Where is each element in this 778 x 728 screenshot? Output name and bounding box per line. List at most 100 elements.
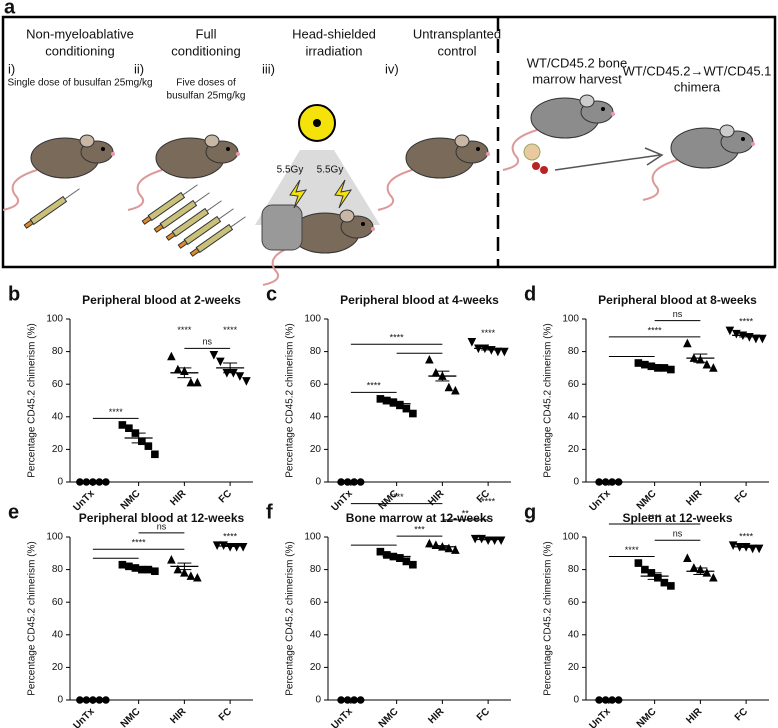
y-tick-label: 0 — [573, 477, 579, 488]
step-numeral: i) — [8, 61, 15, 76]
x-tick-label: UnTx — [329, 488, 355, 514]
step-detail: Five doses of — [176, 78, 236, 89]
point — [125, 424, 133, 433]
point — [376, 547, 385, 556]
point — [138, 437, 146, 446]
panel-label: c — [266, 283, 277, 305]
significance-label: **** — [648, 325, 663, 335]
y-tick-label: 60 — [52, 597, 64, 608]
bolt — [334, 179, 353, 209]
point — [451, 385, 460, 395]
point — [431, 367, 441, 377]
point — [144, 442, 153, 450]
point — [193, 377, 202, 387]
point — [728, 541, 738, 550]
y-tick-label: 100 — [304, 314, 321, 325]
y-tick-label: 0 — [573, 695, 579, 706]
x-tick-label: FC — [475, 706, 492, 723]
point — [167, 555, 176, 564]
significance-label: ns — [202, 337, 212, 347]
y-tick-label: 80 — [52, 564, 64, 575]
y-tick-label: 40 — [310, 411, 322, 422]
point — [409, 409, 417, 418]
dose: 5.5Gy — [277, 165, 304, 176]
point — [467, 338, 477, 347]
point — [151, 567, 159, 576]
point — [667, 365, 675, 374]
point — [444, 382, 454, 392]
step-title: Non-myeloablative — [26, 26, 134, 41]
x-tick-label: UnTx — [329, 706, 355, 728]
point — [702, 359, 712, 369]
step-title: irradiation — [305, 43, 362, 58]
bone — [523, 143, 541, 161]
y-tick-label: 20 — [310, 662, 322, 673]
chart-title: Peripheral blood at 8-weeks — [598, 293, 757, 307]
significance-label: **** — [739, 317, 754, 327]
y-tick-label: 100 — [562, 314, 579, 325]
y-tick-label: 40 — [52, 411, 64, 422]
y-tick-label: 20 — [52, 444, 64, 455]
arrow — [554, 154, 661, 171]
x-tick-label: UnTx — [71, 706, 97, 728]
point — [654, 573, 662, 582]
point — [125, 562, 133, 571]
point — [483, 536, 493, 546]
y-axis-label: Percentage CD45.2 chimerism (%) — [27, 541, 38, 696]
point — [167, 351, 176, 361]
marrow — [540, 166, 548, 174]
point — [500, 347, 509, 357]
point — [238, 542, 248, 552]
point — [496, 536, 506, 546]
x-tick-label: HIR — [168, 488, 189, 509]
mouse — [377, 134, 491, 211]
point — [402, 404, 411, 413]
point — [751, 334, 761, 344]
point — [396, 401, 404, 410]
significance-label: **** — [177, 325, 192, 335]
significance-label: **** — [481, 328, 496, 338]
y-tick-label: 80 — [310, 564, 322, 575]
point — [667, 582, 675, 590]
y-tick-label: 100 — [562, 532, 579, 543]
point — [709, 572, 718, 582]
significance-label: **** — [481, 496, 496, 506]
y-axis-label: Percentage CD45.2 chimerism (%) — [285, 541, 296, 696]
y-tick-label: 100 — [46, 532, 63, 543]
point — [709, 363, 718, 372]
y-tick-label: 80 — [52, 346, 64, 357]
significance-label: **** — [648, 512, 663, 522]
chart-title: Peripheral blood at 12-weeks — [79, 511, 245, 525]
syringe — [23, 185, 82, 230]
chimera-text: chimera — [674, 79, 721, 94]
x-tick-label: HIR — [684, 488, 705, 509]
panel-label: g — [524, 501, 536, 523]
x-tick-label: UnTx — [587, 706, 613, 728]
point — [660, 364, 669, 372]
point — [389, 398, 398, 406]
point — [641, 360, 649, 369]
x-tick-label: FC — [733, 706, 750, 723]
y-tick-label: 20 — [52, 662, 64, 673]
marrow — [532, 162, 540, 170]
point — [376, 395, 385, 403]
significance-label: **** — [367, 381, 382, 391]
y-tick-label: 60 — [52, 379, 64, 390]
significance-label: **** — [132, 538, 147, 548]
x-tick-label: NMC — [119, 488, 143, 512]
point — [425, 354, 434, 364]
point — [193, 572, 202, 582]
point — [683, 553, 692, 562]
x-tick-label: UnTx — [71, 488, 97, 514]
step-numeral: iv) — [385, 61, 399, 76]
x-tick-label: NMC — [377, 706, 401, 728]
significance-label: **** — [625, 545, 640, 555]
point — [383, 396, 391, 405]
point — [425, 538, 434, 548]
dose: 5.5Gy — [317, 165, 344, 176]
point — [754, 544, 764, 554]
x-tick-label: UnTx — [587, 488, 613, 514]
y-tick-label: 80 — [568, 346, 580, 357]
y-axis-label: Percentage CD45.2 chimerism (%) — [27, 323, 38, 478]
y-axis-label: Percentage CD45.2 chimerism (%) — [543, 323, 554, 478]
